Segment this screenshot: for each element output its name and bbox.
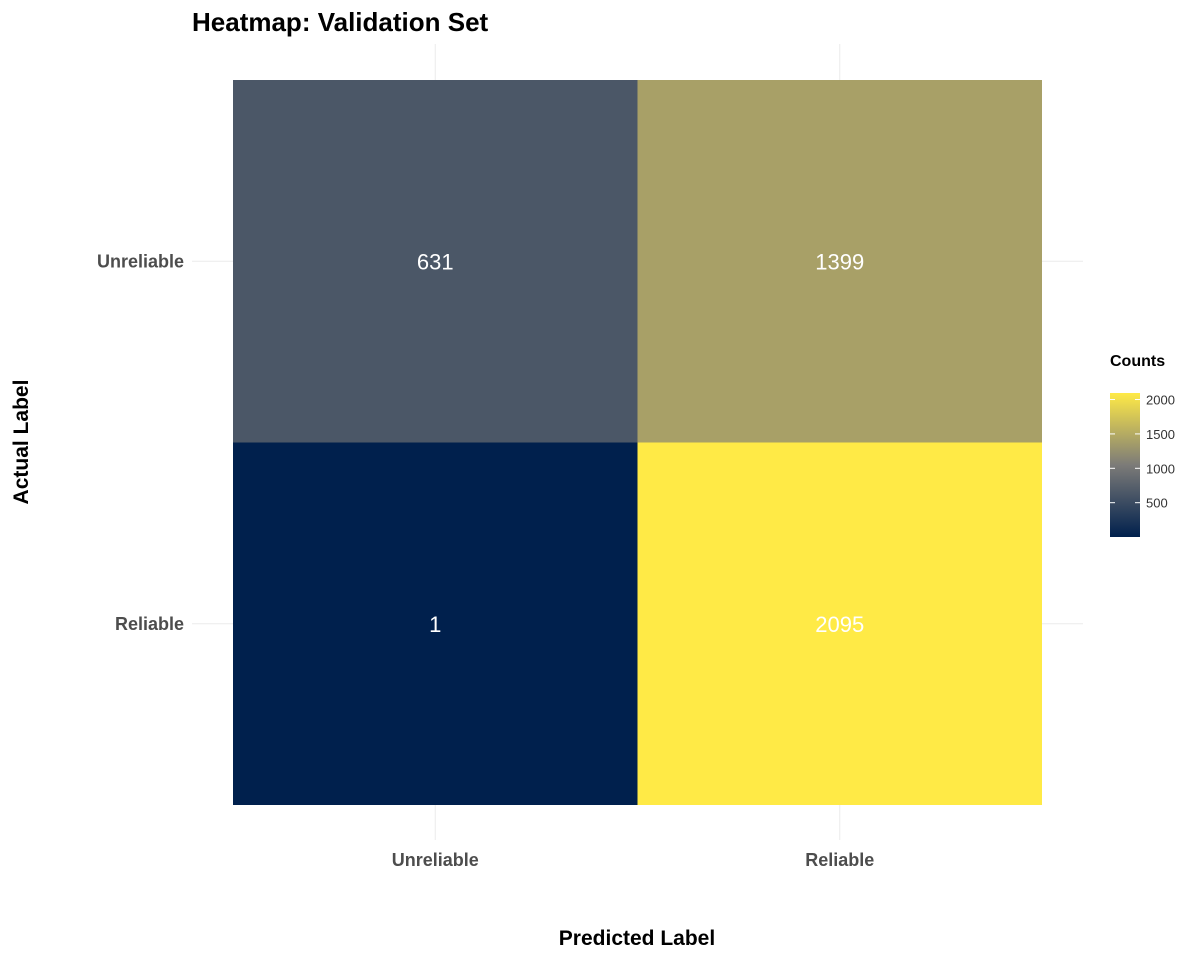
legend-ticks: 500 1000 1500 2000 xyxy=(1110,393,1175,511)
cell-value-labels: 631 1399 1 2095 xyxy=(417,249,864,637)
legend-tick-label: 2000 xyxy=(1146,393,1175,408)
cell-value-label: 1 xyxy=(429,612,441,637)
cell-value-label: 1399 xyxy=(815,249,864,274)
y-axis-title: Actual Label xyxy=(10,380,33,505)
x-tick-label: Reliable xyxy=(805,850,874,870)
legend-tick-label: 1000 xyxy=(1146,461,1175,476)
color-legend: Counts 500 1000 1500 2000 xyxy=(1110,353,1175,537)
x-tick-label: Unreliable xyxy=(392,850,479,870)
cell-value-label: 631 xyxy=(417,249,454,274)
x-axis-title: Predicted Label xyxy=(559,927,715,950)
legend-colorbar xyxy=(1110,393,1140,537)
heatmap-cells xyxy=(233,80,1042,805)
legend-tick-label: 1500 xyxy=(1146,427,1175,442)
heatmap-cell xyxy=(637,442,1042,805)
y-tick-label: Unreliable xyxy=(97,251,184,271)
x-axis-tick-labels: Unreliable Reliable xyxy=(392,850,875,870)
legend-tick-label: 500 xyxy=(1146,496,1168,511)
legend-title: Counts xyxy=(1110,353,1165,370)
heatmap-cell xyxy=(233,442,638,805)
cell-value-label: 2095 xyxy=(815,612,864,637)
chart-title: Heatmap: Validation Set xyxy=(192,7,489,37)
heatmap-cell xyxy=(233,80,638,443)
y-axis-tick-labels: Unreliable Reliable xyxy=(97,251,184,634)
heatmap-cell xyxy=(637,80,1042,443)
y-tick-label: Reliable xyxy=(115,614,184,634)
